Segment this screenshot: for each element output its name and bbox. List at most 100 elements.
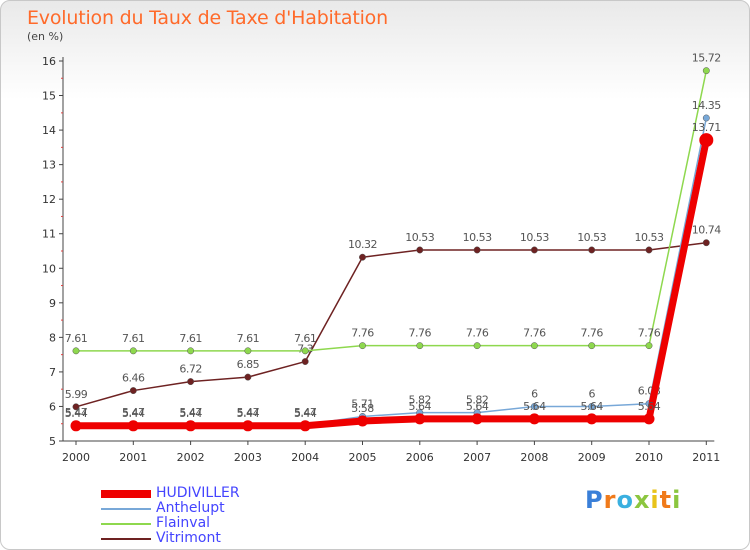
logo-letter: i [650,486,660,514]
data-point-hudiviller [357,415,368,427]
y-tick-label: 6 [49,400,56,413]
data-label-vitrimont: 5.99 [65,388,88,401]
y-tick-label: 13 [42,159,56,172]
data-point-vitrimont [129,387,137,395]
y-tick-label: 12 [42,193,56,206]
data-label-hudiviller: 5.44 [65,407,88,420]
data-label-hudiviller: 5.44 [179,407,202,420]
data-point-flainval [129,347,137,355]
data-label-flainval: 7.76 [523,327,546,340]
data-label-vitrimont: 10.53 [463,231,492,244]
legend-label: Anthelupt [156,500,225,516]
legend-swatch [101,508,151,510]
data-label-anthelupt: 5.47 [65,406,88,419]
legend-label: Flainval [156,515,211,531]
data-label-flainval: 7.76 [466,327,489,340]
y-tick-label: 7 [49,366,56,379]
x-tick-label: 2002 [177,451,205,464]
legend-swatch [101,490,151,498]
x-tick-label: 2010 [635,451,663,464]
data-point-hudiviller [586,413,598,425]
data-point-vitrimont [702,239,710,247]
y-tick-label: 16 [42,55,56,68]
chart-title: Evolution du Taux de Taxe d'Habitation [27,7,388,29]
x-tick-label: 2008 [520,451,548,464]
data-label-anthelupt: 5.47 [179,406,202,419]
data-point-vitrimont [588,246,596,254]
data-point-flainval [301,347,309,355]
data-label-anthelupt: 5.47 [122,406,145,419]
logo-letter: i [672,486,682,514]
data-label-anthelupt: 14.35 [692,99,721,112]
legend-label: Vitrimont [156,530,221,546]
y-tick-label: 10 [42,262,56,275]
data-point-flainval [416,342,424,350]
data-label-hudiviller: 5.44 [237,407,260,420]
data-point-vitrimont [530,246,538,254]
data-point-vitrimont [359,253,366,261]
legend-swatch [101,523,151,525]
x-tick-label: 2003 [234,451,262,464]
logo-letter: P [585,486,604,514]
logo-letter: o [616,486,634,514]
data-label-hudiviller: 5.64 [523,400,546,413]
data-point-anthelupt [702,114,710,122]
data-label-anthelupt: 5.47 [294,406,317,419]
data-point-hudiviller [185,420,197,432]
logo-letter: t [659,486,673,514]
y-tick-label: 9 [49,297,56,310]
chart-unit-label: (en %) [27,30,64,43]
y-tick-label: 15 [42,90,56,103]
data-label-flainval: 7.61 [294,332,317,345]
data-label-vitrimont: 10.53 [635,231,664,244]
data-label-flainval: 7.76 [580,327,603,340]
x-tick-label: 2000 [62,451,90,464]
x-tick-label: 2006 [406,451,434,464]
x-tick-label: 2004 [291,451,319,464]
data-label-anthelupt: 5.47 [237,406,260,419]
data-point-hudiviller [699,133,714,148]
data-label-vitrimont: 10.53 [405,231,434,244]
data-label-vitrimont: 6.85 [237,358,260,371]
data-label-flainval: 7.61 [122,332,145,345]
legend-swatch [101,538,151,540]
legend-label: HUDIVILLER [156,485,240,501]
data-label-hudiviller: 5.58 [351,402,374,415]
data-point-hudiviller [528,413,540,425]
data-label-hudiviller: 5.64 [638,400,661,413]
data-label-anthelupt: 5.71 [351,397,374,410]
data-label-hudiviller: 5.64 [580,400,603,413]
y-tick-label: 8 [49,331,56,344]
data-point-flainval [473,342,481,350]
data-label-anthelupt: 6 [531,387,538,400]
data-label-hudiviller: 5.44 [122,407,145,420]
data-label-anthelupt: 5.82 [409,394,432,407]
data-point-hudiviller [242,420,254,432]
y-tick-label: 5 [49,435,56,448]
data-point-anthelupt [588,403,596,410]
data-label-flainval: 15.72 [692,52,721,65]
data-label-flainval: 7.76 [409,327,432,340]
logo-letter: r [603,486,617,514]
y-tick-label: 14 [42,124,56,137]
data-point-flainval [187,347,195,355]
data-label-vitrimont: 6.72 [179,363,202,376]
data-label-flainval: 7.61 [237,332,260,345]
series-line-anthelupt [76,117,708,426]
data-point-flainval [530,342,538,350]
data-point-flainval [588,342,596,350]
x-tick-label: 2009 [578,451,606,464]
data-label-flainval: 7.76 [638,327,661,340]
data-point-vitrimont [244,373,252,381]
data-point-vitrimont [473,246,481,254]
data-point-vitrimont [187,378,195,386]
data-label-hudiviller: 5.64 [466,400,489,413]
data-point-flainval [244,347,252,355]
series-line-vitrimont [75,241,707,408]
y-tick-label: 11 [42,228,56,241]
data-point-hudiviller [471,413,483,425]
data-point-hudiviller [643,413,655,425]
data-label-vitrimont: 10.74 [692,224,721,237]
